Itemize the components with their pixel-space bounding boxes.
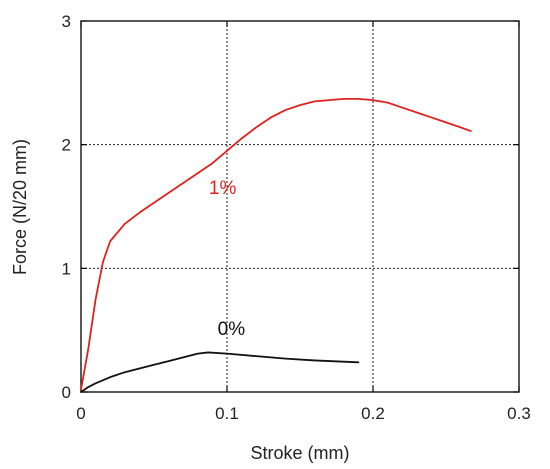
series-annotations: 1% 0% <box>209 178 245 340</box>
series-line-0pct <box>80 351 360 393</box>
series-label-0pct: 0% <box>218 319 246 340</box>
plot-frame <box>80 20 520 393</box>
x-tick-label: 0.1 <box>215 404 239 423</box>
y-axis-label: Force (N/20 mm) <box>10 139 30 275</box>
y-tick-label: 0 <box>62 383 71 402</box>
y-tick-label: 1 <box>62 259 71 278</box>
x-tick-label: 0.2 <box>361 404 385 423</box>
y-tick-label: 3 <box>62 12 71 31</box>
grid-lines <box>81 21 519 392</box>
series-lines <box>80 98 472 393</box>
x-tick-label: 0.3 <box>507 404 531 423</box>
x-tick-label: 0 <box>76 404 85 423</box>
y-tick-label: 2 <box>62 136 71 155</box>
tick-labels: 0 0.1 0.2 0.3 0 1 2 3 <box>62 12 531 423</box>
series-label-1pct: 1% <box>209 178 237 199</box>
series-line-1pct <box>80 98 472 391</box>
axis-ticks <box>80 20 520 393</box>
x-axis-label: Stroke (mm) <box>251 443 350 463</box>
